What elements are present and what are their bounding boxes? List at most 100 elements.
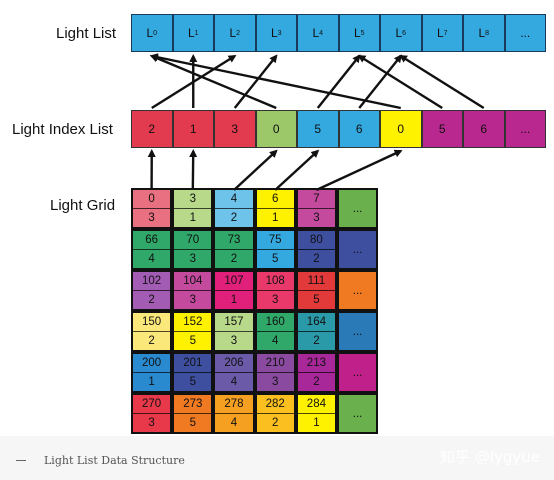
grid-cell-offset: 7 (297, 190, 335, 209)
light-grid-cell: 66 4 (131, 229, 173, 270)
light-grid-cell: 201 5 (172, 352, 214, 393)
index-to-light-arrow (357, 54, 443, 110)
grid-cell-offset: 6 (256, 190, 294, 209)
grid-cell-offset: ... (352, 407, 363, 420)
light-grid-cell: 213 2 (295, 352, 337, 393)
grid-cell-offset: 150 (133, 313, 171, 332)
light-grid-cell: 273 5 (172, 393, 214, 434)
light-grid-cell: 152 5 (172, 311, 214, 352)
light-grid-cell: 107 1 (213, 270, 255, 311)
grid-cell-offset: 206 (215, 354, 253, 373)
grid-cell-count: 1 (189, 211, 196, 224)
grid-cell-count: 1 (230, 293, 238, 306)
grid-cell-count: 5 (189, 334, 196, 347)
light-list-cell-subscript: 8 (485, 29, 490, 37)
grid-to-index-arrow (274, 149, 320, 191)
light-list-cell-subscript: 3 (277, 29, 282, 37)
grid-cell-count: 2 (230, 252, 238, 265)
light-list-cell-label: L (478, 26, 486, 40)
light-grid-cell: 150 2 (131, 311, 173, 352)
grid-cell-count: 4 (148, 252, 155, 265)
light-grid-cell: 102 2 (131, 270, 173, 311)
grid-cell-offset: 273 (174, 395, 212, 414)
caption-dash (16, 460, 26, 461)
grid-cell-offset: 160 (256, 313, 294, 332)
grid-cell-count: 2 (271, 416, 279, 429)
light-grid-cell: ... (337, 229, 379, 270)
light-index-cell: 2 (131, 110, 173, 148)
light-grid-cell: ... (337, 311, 379, 352)
light-index-cell: 6 (463, 110, 505, 148)
light-list-cell-subscript: 4 (319, 29, 324, 37)
light-grid-cell: 270 3 (131, 393, 173, 434)
grid-cell-offset: 213 (297, 354, 335, 373)
light-list-label: Light List (56, 25, 117, 42)
light-grid-cell: ... (337, 188, 379, 229)
grid-cell-offset: ... (352, 243, 363, 256)
grid-cell-offset: 3 (174, 190, 212, 209)
light-grid-cell: 160 4 (254, 311, 296, 352)
grid-cell-offset: 66 (133, 231, 171, 250)
light-list-cell-subscript: 5 (360, 29, 365, 37)
grid-cell-count: 2 (313, 375, 320, 388)
grid-cell-offset: 152 (174, 313, 212, 332)
grid-cell-offset: 111 (297, 272, 335, 291)
index-to-light-arrow (149, 54, 277, 110)
light-grid-cell: 282 2 (254, 393, 296, 434)
grid-cell-offset: ... (352, 202, 363, 215)
light-list-cell-label: L (436, 26, 444, 40)
grid-cell-offset: 157 (215, 313, 253, 332)
light-list-cell-label: L (353, 26, 361, 40)
index-to-light-arrow (151, 54, 237, 110)
light-index-cell: 0 (380, 110, 422, 148)
grid-cell-count: 3 (271, 375, 279, 388)
grid-cell-offset: 73 (215, 231, 253, 250)
grid-to-index-arrow (233, 149, 278, 191)
grid-cell-count: 3 (148, 211, 155, 224)
light-grid-cell: ... (337, 393, 379, 434)
light-index-list-label: Light Index List (12, 121, 113, 138)
grid-cell-offset: 104 (174, 272, 212, 291)
light-grid-cell: 278 4 (213, 393, 255, 434)
light-index-cell: 6 (338, 110, 380, 148)
grid-cell-offset: 201 (174, 354, 212, 373)
watermark-text: 知乎 @lygyue (440, 448, 540, 466)
grid-to-index-arrow (315, 149, 403, 192)
caption-text: Light List Data Structure (44, 454, 185, 467)
light-index-cell: 0 (255, 110, 297, 148)
light-list-cell-subscript: 7 (443, 29, 448, 37)
light-list-cell-subscript: 6 (402, 29, 407, 37)
grid-cell-count: 4 (230, 416, 238, 429)
grid-cell-offset: 80 (297, 231, 335, 250)
light-list-cell-label: L (395, 26, 403, 40)
light-list-cell-label: L (270, 26, 278, 40)
grid-cell-offset: 164 (297, 313, 335, 332)
grid-cell-offset: 102 (133, 272, 171, 291)
grid-cell-offset: 284 (297, 395, 335, 414)
index-to-light-arrow (358, 54, 402, 109)
light-list-cell-label: L (312, 26, 320, 40)
light-index-cell: 1 (172, 110, 214, 148)
light-list-cell-label: L (187, 26, 195, 40)
grid-cell-count: 2 (313, 334, 320, 347)
grid-cell-count: 3 (148, 416, 155, 429)
diagram-canvas: Light List Light Index List Light Grid L… (12, 14, 546, 434)
grid-cell-offset: 278 (215, 395, 253, 414)
index-to-light-arrow (149, 53, 401, 110)
caption-bar (0, 436, 554, 480)
light-index-cell: 5 (297, 110, 339, 148)
index-to-light-arrow (233, 54, 278, 109)
grid-cell-offset: 108 (256, 272, 294, 291)
grid-cell-count: 4 (271, 334, 279, 347)
index-to-light-arrow (316, 54, 361, 109)
